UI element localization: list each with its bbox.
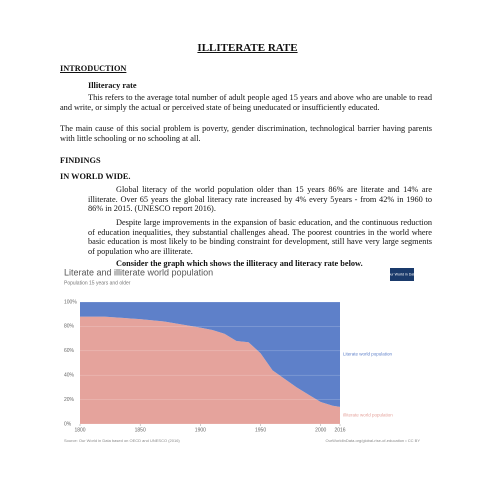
paragraph: This refers to the average total number … bbox=[60, 93, 432, 112]
x-tick-label: 2000 bbox=[315, 427, 326, 433]
logo: Our World in Data bbox=[388, 272, 417, 276]
y-tick-label: 80% bbox=[64, 324, 75, 330]
paragraph: The main cause of this social problem is… bbox=[60, 124, 432, 143]
logo-box bbox=[390, 268, 414, 281]
paragraph: Despite large improvements in the expans… bbox=[88, 218, 432, 256]
paragraph: Global literacy of the world population … bbox=[88, 185, 432, 214]
section-heading: INTRODUCTION bbox=[60, 64, 127, 73]
area bbox=[80, 302, 340, 407]
series-label: Literate world population bbox=[343, 352, 393, 357]
x-tick-label: 1900 bbox=[195, 427, 206, 433]
x-tick-label: 1950 bbox=[255, 427, 266, 433]
y-tick-label: 40% bbox=[64, 373, 75, 379]
chart-subtitle: Population 15 years and older bbox=[64, 280, 131, 286]
x-tick-label: 1800 bbox=[74, 427, 85, 433]
series-label: Illiterate world population bbox=[343, 413, 393, 418]
x-tick-label: 1850 bbox=[135, 427, 146, 433]
area bbox=[80, 316, 340, 424]
chart-title: Literate and illiterate world population bbox=[64, 267, 213, 277]
subheading: IN WORLD WIDE. bbox=[60, 172, 131, 181]
x-tick-label: 2016 bbox=[334, 427, 345, 433]
subheading: Illiteracy rate bbox=[88, 81, 137, 90]
source: Source: Our World in Data based on OECD … bbox=[64, 438, 180, 443]
credit: OurWorldInData.org/global-rise-of-educat… bbox=[326, 438, 421, 443]
graph-intro: Consider the graph which shows the illit… bbox=[116, 259, 363, 268]
y-tick-label: 60% bbox=[64, 348, 75, 354]
y-tick-label: 0% bbox=[64, 421, 72, 427]
y-tick-label: 20% bbox=[64, 397, 75, 403]
section-heading: FINDINGS bbox=[60, 156, 101, 165]
doc-title: ILLITERATE RATE bbox=[197, 42, 298, 54]
y-tick-label: 100% bbox=[64, 299, 77, 305]
